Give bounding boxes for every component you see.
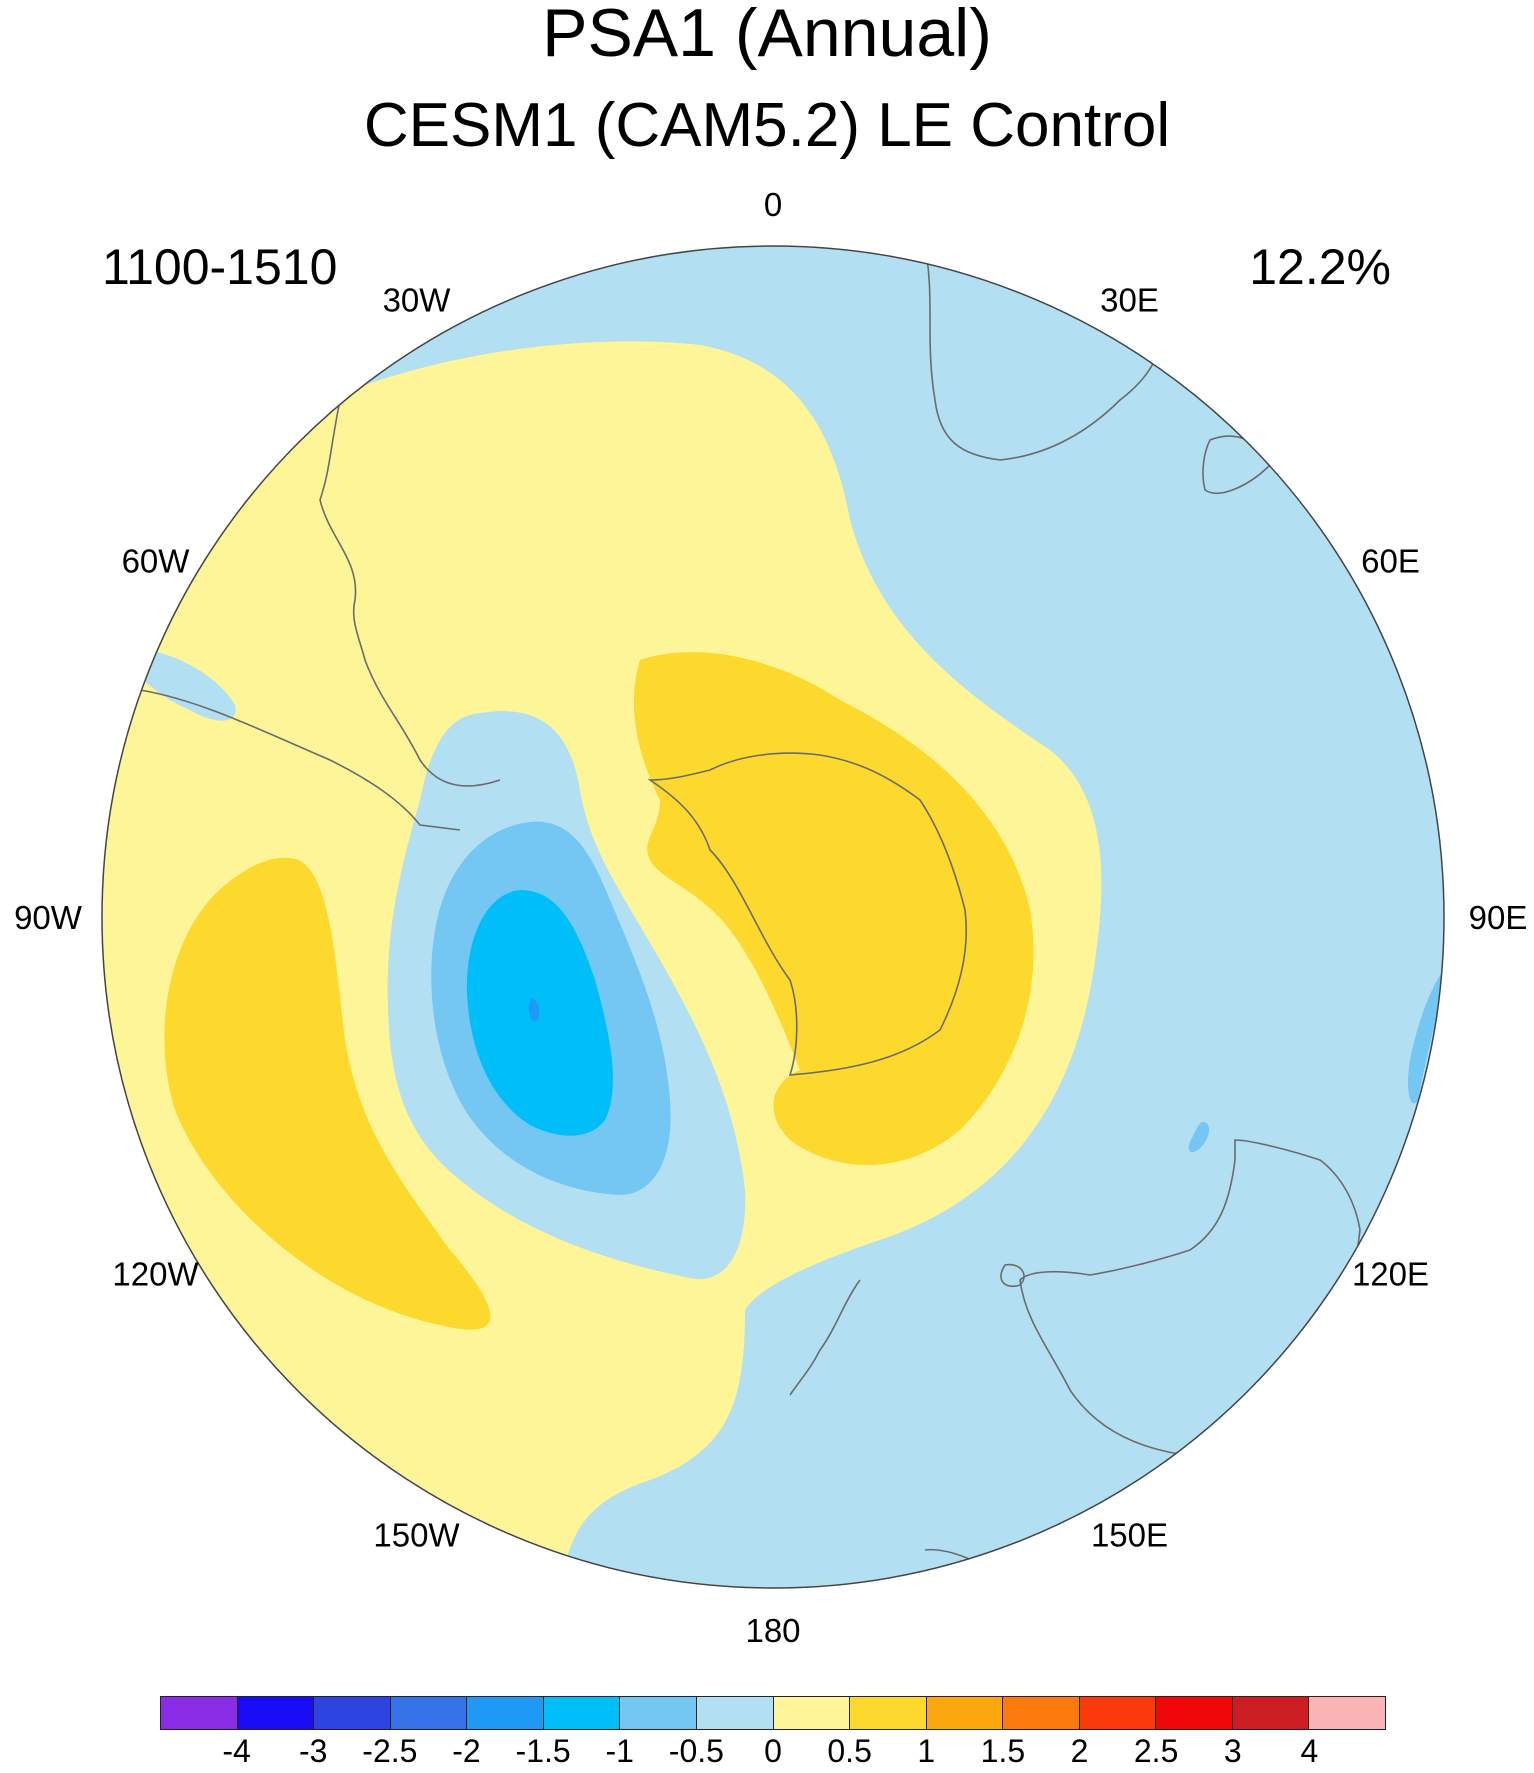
chart-subtitle: CESM1 (CAM5.2) LE Control: [363, 91, 1171, 160]
map-field: [102, 246, 1444, 1588]
field-negative-mid-spot: [1188, 1121, 1210, 1153]
field-negative-core: [529, 998, 540, 1022]
colorbar-tick-label: -1.5: [515, 1733, 571, 1769]
colorbar-labels: -4 -3 -2.5 -2 -1.5 -1 -0.5 0 0.5 1 1.5 2 2.5 3 4: [0, 1733, 1534, 1773]
longitude-label: 150E: [1091, 1517, 1168, 1554]
longitude-label: 90W: [14, 899, 83, 936]
colorbar-tick-label: 0.5: [827, 1733, 872, 1769]
colorbar-box: [1003, 1697, 1080, 1729]
colorbar-box: [1079, 1697, 1157, 1729]
colorbar-tick-label: 1.5: [980, 1733, 1026, 1769]
colorbar-box: [161, 1697, 238, 1729]
colorbar-box: [390, 1697, 468, 1729]
longitude-label: 120E: [1352, 1256, 1429, 1293]
colorbar-tick-label: 3: [1223, 1733, 1242, 1769]
longitude-label: 60W: [122, 543, 191, 580]
longitude-label: 0: [764, 186, 782, 223]
longitude-label: 150W: [373, 1517, 460, 1554]
colorbar-box: [237, 1697, 315, 1729]
colorbar-tick-label: -3: [299, 1733, 328, 1769]
colorbar-tick-label: 0: [764, 1733, 782, 1769]
colorbar-tick-label: 2: [1070, 1733, 1089, 1769]
colorbar: [160, 1696, 1386, 1730]
field-negative-inlet: [130, 650, 236, 721]
colorbar-box: [696, 1697, 774, 1729]
colorbar-box: [1309, 1697, 1385, 1729]
colorbar-box: [926, 1697, 1004, 1729]
colorbar-box: [850, 1697, 927, 1729]
colorbar-box: [314, 1697, 391, 1729]
polar-map: 0 30E 60E 90E 120E 150E 180 150W 120W 90W 60W 30W: [14, 186, 1527, 1649]
colorbar-tick-label: -2.5: [362, 1733, 418, 1769]
chart-title: PSA1 (Annual): [542, 0, 992, 71]
longitude-label: 30E: [1100, 282, 1159, 319]
colorbar-box: [467, 1697, 544, 1729]
field-positive-mid-west: [164, 857, 491, 1330]
field-negative-strong-center: [466, 890, 613, 1136]
period-label: 1100-1510: [102, 239, 338, 295]
longitude-label: 30W: [383, 282, 452, 319]
coastlines: [139, 246, 1361, 1566]
colorbar-tick-label: 4: [1300, 1733, 1319, 1769]
colorbar-box: [543, 1697, 621, 1729]
longitude-label: 120W: [112, 1256, 199, 1293]
colorbar-box: [773, 1697, 851, 1729]
colorbar-box: [620, 1697, 697, 1729]
colorbar-tick-label: 2.5: [1133, 1733, 1179, 1769]
variance-explained-label: 12.2%: [1249, 239, 1391, 295]
field-negative-mid-east-edge: [1407, 970, 1444, 1104]
longitude-label: 90E: [1469, 899, 1528, 936]
colorbar-tick-label: 1: [917, 1733, 936, 1769]
longitude-label: 180: [745, 1612, 800, 1649]
colorbar-box: [1156, 1697, 1233, 1729]
colorbar-tick-label: -4: [222, 1733, 251, 1769]
map-border: [101, 245, 1445, 1589]
colorbar-box: [1232, 1697, 1310, 1729]
longitude-labels: 0 30E 60E 90E 120E 150E 180 150W 120W 90W 60W 30W: [14, 186, 1527, 1649]
colorbar-tick-label: -2: [452, 1733, 481, 1769]
colorbar-tick-label: -1: [605, 1733, 634, 1769]
longitude-label: 60E: [1361, 543, 1420, 580]
field-positive-mid-east: [633, 652, 1034, 1165]
colorbar-tick-label: -0.5: [668, 1733, 724, 1769]
